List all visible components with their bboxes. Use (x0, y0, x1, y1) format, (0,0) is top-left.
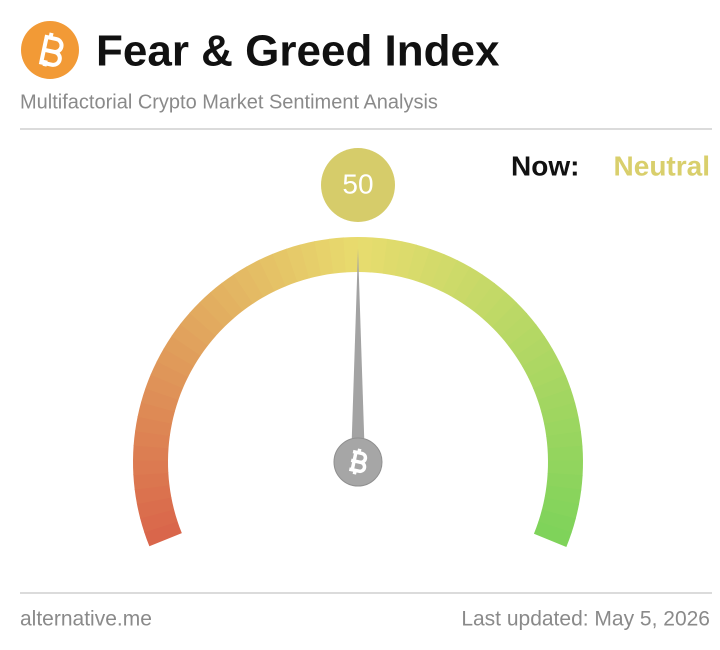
gauge-band (491, 302, 528, 337)
needle (351, 249, 365, 462)
gauge-band (533, 374, 571, 401)
gauge-band (199, 291, 234, 328)
gauge-band (245, 259, 275, 298)
gauge-band (547, 460, 583, 476)
gauge-band (156, 347, 195, 378)
subtitle: Multifactorial Crypto Market Sentiment A… (20, 91, 438, 113)
gauge-band (515, 336, 553, 367)
gauge-band (163, 335, 201, 367)
gauge-band (394, 241, 417, 279)
gauge-band (140, 509, 178, 533)
gauge-band (541, 497, 580, 520)
gauge-band (328, 237, 347, 274)
gauge-band (180, 312, 217, 346)
gauge-band (133, 472, 170, 490)
gauge-band (546, 431, 583, 449)
gauge-band (145, 374, 184, 400)
gauge-band (522, 348, 560, 378)
gauge-band (482, 292, 518, 328)
gauge: 50 (133, 148, 583, 547)
updated: Last updated: May 5, 2026 (461, 608, 710, 631)
gauge-band (533, 521, 572, 547)
gauge-band (258, 253, 287, 292)
gauge-band (272, 248, 298, 287)
gauge-band (527, 361, 566, 389)
gauge-band (452, 266, 484, 305)
status: Neutral (614, 150, 710, 181)
gauge-band (473, 283, 507, 320)
gauge-band (314, 238, 334, 276)
gauge-band (418, 248, 445, 287)
gauge-band (538, 509, 576, 534)
gauge-band (210, 282, 244, 319)
gauge-band (463, 274, 496, 312)
gauge-band (358, 237, 374, 273)
gauge-band (171, 323, 209, 356)
gauge-band (500, 313, 537, 347)
value-bubble (321, 148, 395, 222)
gauge-band (221, 274, 254, 311)
gauge-band (430, 253, 458, 292)
gauge-band (370, 237, 388, 274)
gauge-band (544, 485, 582, 505)
gauge-band (133, 459, 169, 476)
gauge-band (233, 266, 264, 304)
gauge-band (508, 324, 545, 357)
gauge-band (133, 430, 170, 449)
gauge-band (406, 244, 431, 283)
gauge-band (134, 484, 172, 505)
gauge-band (546, 473, 583, 491)
logo-icon (21, 21, 79, 79)
gauge-band (137, 401, 175, 424)
gauge-band (382, 238, 403, 276)
gauge-band (135, 416, 173, 436)
gauge-band (133, 445, 169, 461)
gauge-band (343, 237, 359, 273)
status-label: Now: (511, 150, 579, 181)
title: Fear & Greed Index (96, 27, 500, 76)
gauge-band (285, 244, 310, 282)
pivot-icon (348, 448, 368, 475)
gauge-band (141, 387, 179, 412)
gauge-band (547, 445, 583, 462)
gauge-band (150, 360, 189, 389)
value-label: 50 (342, 168, 373, 199)
gauge-band (144, 520, 182, 547)
gauge-band (544, 416, 581, 437)
gauge-band (189, 301, 225, 337)
gauge-band (537, 388, 576, 413)
gauge-band (441, 260, 471, 298)
source: alternative.me (20, 608, 152, 631)
